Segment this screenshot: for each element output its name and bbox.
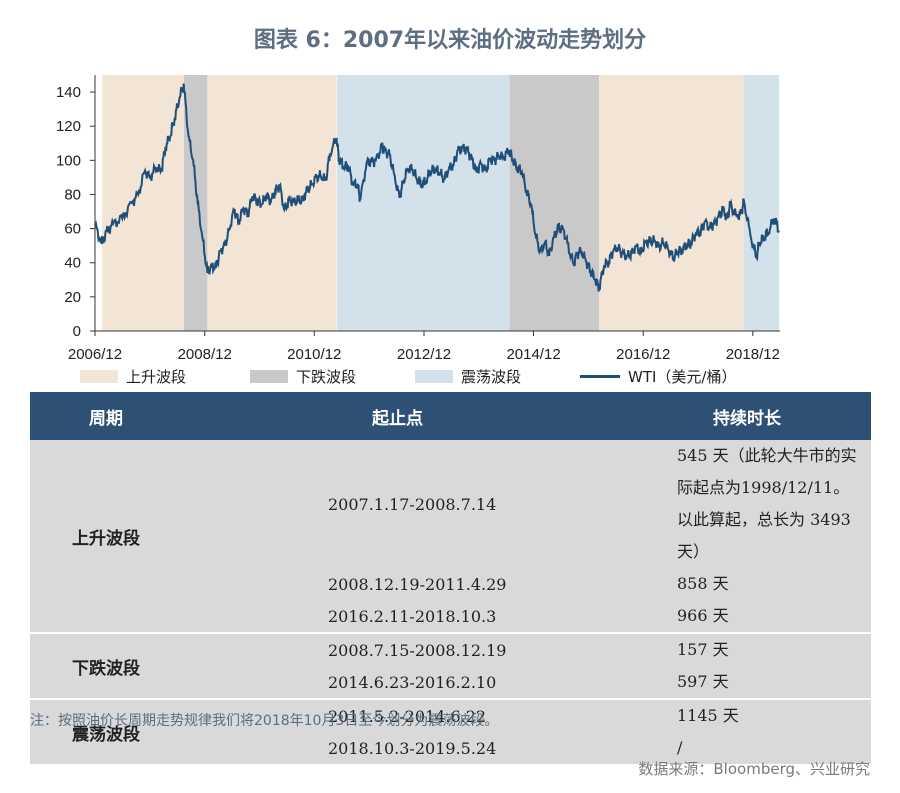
x-tick-label: 2018/12 [726, 346, 780, 363]
header-period: 周期 [30, 392, 182, 440]
duration-cell: 858 天 [663, 568, 871, 600]
table-row: 2018.10.3-2019.5.24 / [30, 732, 871, 764]
phase-band [743, 75, 779, 331]
table-row: 下跌波段 2008.7.15-2008.12.19 157 天 [30, 632, 871, 699]
x-tick-label: 2006/12 [68, 346, 122, 363]
duration-cell: 1145 天 [663, 698, 871, 732]
legend-wti-line [580, 375, 620, 378]
phase-band [207, 75, 337, 331]
legend-wti: WTI（美元/桶） [580, 366, 736, 387]
x-tick-label: 2014/12 [506, 346, 560, 363]
phase-band [102, 75, 184, 331]
table-row: 2008.12.19-2011.4.29 858 天 [30, 568, 871, 600]
table-header-row: 周期 起止点 持续时长 [30, 392, 871, 440]
duration-cell: / [663, 732, 871, 764]
category-cell: 下跌波段 [30, 632, 182, 699]
legend-rise-swatch [80, 370, 118, 383]
y-tick-label: 80 [64, 186, 81, 203]
chart-title: 图表 6：2007年以来油价波动走势划分 [253, 28, 647, 53]
y-tick-labels: 0 20 40 60 80 100 120 140 [56, 84, 81, 340]
header-range: 起止点 [182, 392, 663, 440]
phase-band [509, 75, 599, 331]
phase-bands [102, 75, 779, 331]
x-tick-label: 2008/12 [178, 346, 232, 363]
duration-cell: 157 天 [663, 632, 871, 666]
range-cell: 2011.5.2-2014.6.22 [182, 698, 663, 732]
table-row: 2014.6.23-2016.2.10 597 天 [30, 666, 871, 699]
legend-rise: 上升波段 [80, 366, 186, 387]
range-cell: 2008.12.19-2011.4.29 [182, 568, 663, 600]
y-tick-label: 140 [56, 84, 81, 101]
legend-fall: 下跌波段 [250, 366, 356, 387]
oil-price-chart: 2006/12 2008/12 2010/12 2012/12 2014/12 2016/… [56, 75, 780, 363]
y-tick-label: 100 [56, 152, 81, 169]
phase-band [337, 75, 510, 331]
table-row: 震荡波段 2011.5.2-2014.6.22 1145 天 [30, 698, 871, 764]
range-cell: 2007.1.17-2008.7.14 [182, 440, 663, 568]
footnote: 注：按照油价长周期走势规律我们将2018年10月3日至今划分为震荡波段。 [30, 713, 499, 729]
duration-cell: 597 天 [663, 666, 871, 699]
y-tick-label: 40 [64, 255, 81, 272]
x-tick-label: 2012/12 [397, 346, 451, 363]
chart-legend: 上升波段 下跌波段 震荡波段 WTI（美元/桶） [80, 366, 800, 388]
header-duration: 持续时长 [663, 392, 871, 440]
duration-cell: 545 天（此轮大牛市的实际起点为1998/12/11。以此算起，总长为 349… [663, 440, 871, 568]
table-row: 2016.2.11-2018.10.3 966 天 [30, 600, 871, 633]
x-tick-label: 2010/12 [287, 346, 341, 363]
duration-cell: 966 天 [663, 600, 871, 633]
range-cell: 2018.10.3-2019.5.24 [182, 732, 663, 764]
category-cell: 上升波段 [30, 440, 182, 633]
legend-rise-label: 上升波段 [126, 368, 187, 386]
legend-osc-label: 震荡波段 [461, 368, 522, 386]
range-cell: 2016.2.11-2018.10.3 [182, 600, 663, 633]
x-tick-labels: 2006/12 2008/12 2010/12 2012/12 2014/12 2016/… [68, 346, 780, 363]
x-tick-label: 2016/12 [616, 346, 670, 363]
y-tick-label: 120 [56, 118, 81, 135]
range-cell: 2008.7.15-2008.12.19 [182, 632, 663, 666]
legend-osc: 震荡波段 [415, 366, 521, 387]
legend-fall-swatch [250, 370, 288, 383]
table-row: 上升波段 2007.1.17-2008.7.14 545 天（此轮大牛市的实际起… [30, 440, 871, 633]
data-source: 数据来源：Bloomberg、兴业研究 [638, 760, 870, 778]
category-cell: 震荡波段 [30, 698, 182, 764]
y-tick-label: 20 [64, 289, 81, 306]
wti-price-line [94, 83, 780, 292]
y-tick-label: 60 [64, 221, 81, 238]
phase-band [599, 75, 744, 331]
y-tick-label: 0 [73, 323, 81, 340]
period-table: 周期 起止点 持续时长 上升波段 2007.1.17-2008.7.14 545… [30, 392, 871, 764]
range-cell: 2014.6.23-2016.2.10 [182, 666, 663, 699]
legend-osc-swatch [415, 370, 453, 383]
legend-fall-label: 下跌波段 [296, 368, 357, 386]
legend-wti-label: WTI（美元/桶） [628, 368, 737, 386]
chart-axes [90, 75, 780, 336]
